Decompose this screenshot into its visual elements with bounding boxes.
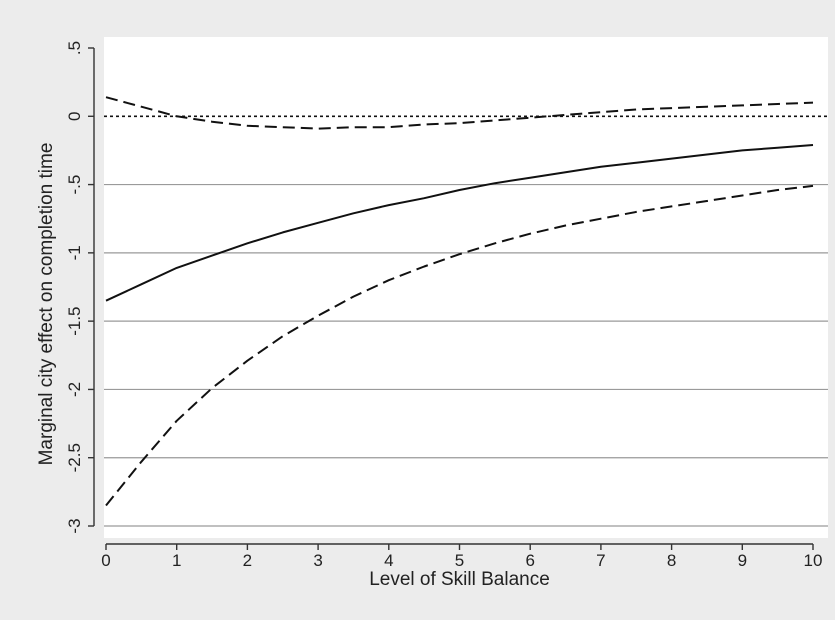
- y-tick-label: -1: [65, 245, 84, 260]
- series-line-bound-2: [105, 184, 814, 507]
- axes: .5 0 -.5 -1 -1.5 -2 -2.5 -3 0 1 2 3 4 5 6 7 8 9 10: [65, 41, 822, 570]
- x-tick-label: 5: [455, 551, 464, 570]
- x-tick-label: 0: [101, 551, 110, 570]
- series-lines: [105, 96, 814, 507]
- grid-lines: [104, 115, 828, 527]
- y-tick-label: -2.5: [65, 443, 84, 472]
- x-tick-label: 4: [384, 551, 393, 570]
- y-tick-label: -2: [65, 382, 84, 397]
- x-tick-label: 7: [596, 551, 605, 570]
- x-tick-label: 8: [667, 551, 676, 570]
- x-axis-title: Level of Skill Balance: [369, 569, 550, 590]
- x-tick-label: 6: [525, 551, 534, 570]
- y-tick-label: .5: [65, 41, 84, 55]
- x-tick-label: 1: [172, 551, 181, 570]
- y-axis-title: Marginal city effect on completion time: [36, 143, 57, 466]
- y-tick-label: -1.5: [65, 306, 84, 335]
- y-tick-label: -3: [65, 518, 84, 533]
- y-tick-label: -.5: [65, 175, 84, 195]
- x-tick-label: 9: [738, 551, 747, 570]
- plot-area: [104, 37, 828, 538]
- x-tick-label: 2: [243, 551, 252, 570]
- y-tick-label: 0: [65, 112, 84, 121]
- series-line-estimate: [105, 144, 814, 302]
- x-tick-label: 10: [804, 551, 823, 570]
- x-tick-label: 3: [313, 551, 322, 570]
